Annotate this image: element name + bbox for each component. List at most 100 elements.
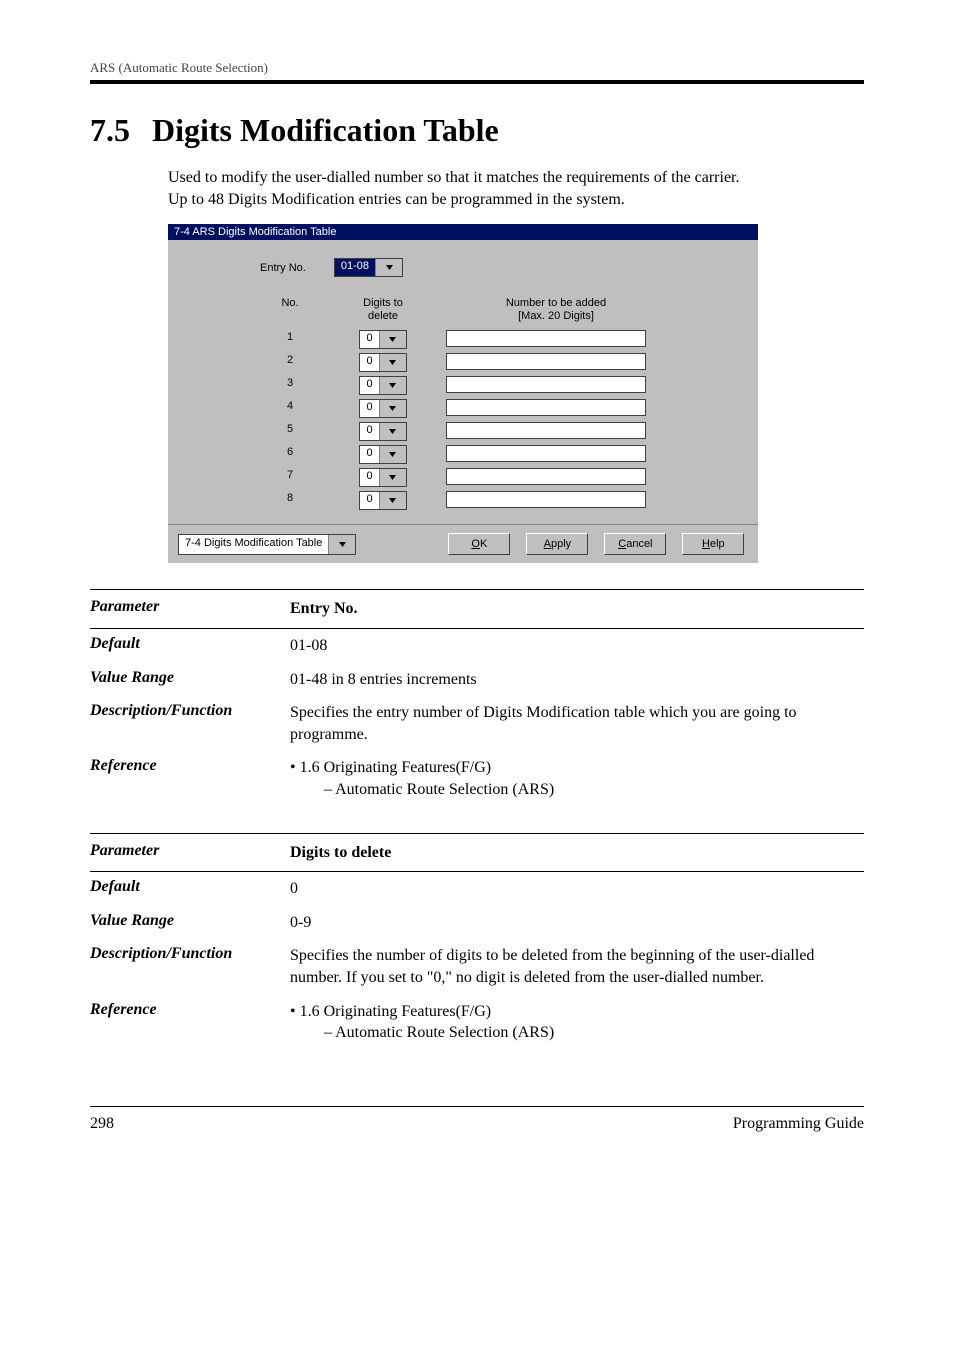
row-number: 4	[260, 397, 320, 420]
dialog-window: 7-4 ARS Digits Modification Table Entry …	[168, 224, 758, 563]
range-label: Value Range	[90, 912, 290, 930]
digits-value: 0	[360, 469, 378, 486]
digits-dropdown[interactable]: 0	[359, 445, 406, 464]
range-label: Value Range	[90, 669, 290, 687]
digits-value: 0	[360, 492, 378, 509]
entry-no-label: Entry No.	[260, 262, 306, 274]
digits-value: 0	[360, 354, 378, 371]
table-row: 10	[260, 328, 742, 351]
running-header: ARS (Automatic Route Selection)	[90, 60, 864, 84]
parameter-table-1: Parameter Entry No. Default 01-08 Value …	[90, 589, 864, 806]
chevron-down-icon	[379, 331, 406, 348]
number-input[interactable]	[446, 330, 646, 347]
page-number: 298	[90, 1115, 114, 1133]
entry-no-value: 01-08	[335, 259, 375, 276]
digits-dropdown[interactable]: 0	[359, 491, 406, 510]
ref-sub: – Automatic Route Selection (ARS)	[290, 1022, 864, 1044]
desc-value: Specifies the number of digits to be del…	[290, 945, 864, 988]
table-row: 60	[260, 443, 742, 466]
section-number: 7.5	[90, 112, 130, 148]
chevron-down-icon	[375, 259, 402, 276]
digits-dropdown[interactable]: 0	[359, 422, 406, 441]
chevron-down-icon	[379, 492, 406, 509]
row-number: 5	[260, 420, 320, 443]
col-header-number: Number to be added [Max. 20 Digits]	[446, 297, 666, 328]
col-header-digits: Digits to delete	[338, 297, 428, 328]
cancel-button[interactable]: Cancel	[604, 533, 666, 555]
digits-value: 0	[360, 423, 378, 440]
ref-label: Reference	[90, 757, 290, 775]
chevron-down-icon	[379, 354, 406, 371]
desc-label: Description/Function	[90, 702, 290, 720]
param-label: Parameter	[90, 842, 290, 860]
apply-button[interactable]: Apply	[526, 533, 588, 555]
param-name: Digits to delete	[290, 842, 864, 864]
section-title-text: Digits Modification Table	[152, 112, 499, 148]
row-number: 6	[260, 443, 320, 466]
section-heading: 7.5 Digits Modification Table	[90, 112, 864, 149]
table-row: 80	[260, 489, 742, 512]
digits-value: 0	[360, 331, 378, 348]
number-input[interactable]	[446, 353, 646, 370]
number-input[interactable]	[446, 422, 646, 439]
ref-sub: – Automatic Route Selection (ARS)	[290, 779, 864, 801]
desc-label: Description/Function	[90, 945, 290, 963]
parameter-table-2: Parameter Digits to delete Default 0 Val…	[90, 833, 864, 1050]
dialog-titlebar: 7-4 ARS Digits Modification Table	[168, 224, 758, 240]
default-value: 0	[290, 878, 864, 900]
row-number: 1	[260, 328, 320, 351]
chevron-down-icon	[379, 400, 406, 417]
chevron-down-icon	[379, 469, 406, 486]
ref-value: • 1.6 Originating Features(F/G) – Automa…	[290, 757, 864, 800]
ok-button[interactable]: OK	[448, 533, 510, 555]
chevron-down-icon	[379, 377, 406, 394]
table-row: 70	[260, 466, 742, 489]
digits-value: 0	[360, 446, 378, 463]
range-value: 0-9	[290, 912, 864, 934]
help-button[interactable]: Help	[682, 533, 744, 555]
table-row: 30	[260, 374, 742, 397]
param-name: Entry No.	[290, 598, 864, 620]
table-row: 50	[260, 420, 742, 443]
row-number: 2	[260, 351, 320, 374]
digits-value: 0	[360, 377, 378, 394]
ref-value: • 1.6 Originating Features(F/G) – Automa…	[290, 1001, 864, 1044]
page-footer: 298 Programming Guide	[90, 1106, 864, 1133]
default-label: Default	[90, 635, 290, 653]
col-header-no: No.	[260, 297, 320, 328]
row-number: 3	[260, 374, 320, 397]
number-input[interactable]	[446, 399, 646, 416]
ref-label: Reference	[90, 1001, 290, 1019]
row-number: 7	[260, 466, 320, 489]
chevron-down-icon	[379, 446, 406, 463]
intro-paragraph: Used to modify the user-dialled number s…	[168, 167, 864, 210]
digits-dropdown[interactable]: 0	[359, 468, 406, 487]
number-input[interactable]	[446, 468, 646, 485]
digits-value: 0	[360, 400, 378, 417]
digits-dropdown[interactable]: 0	[359, 330, 406, 349]
ref-bullet: • 1.6 Originating Features(F/G)	[290, 759, 491, 776]
table-row: 40	[260, 397, 742, 420]
number-input[interactable]	[446, 445, 646, 462]
entry-no-dropdown[interactable]: 01-08	[334, 258, 403, 277]
default-value: 01-08	[290, 635, 864, 657]
number-input[interactable]	[446, 376, 646, 393]
page-select-dropdown[interactable]: 7-4 Digits Modification Table	[178, 534, 356, 555]
digits-dropdown[interactable]: 0	[359, 399, 406, 418]
row-number: 8	[260, 489, 320, 512]
chevron-down-icon	[379, 423, 406, 440]
intro-line-2: Up to 48 Digits Modification entries can…	[168, 191, 625, 208]
digits-dropdown[interactable]: 0	[359, 376, 406, 395]
default-label: Default	[90, 878, 290, 896]
ref-bullet: • 1.6 Originating Features(F/G)	[290, 1003, 491, 1020]
digits-dropdown[interactable]: 0	[359, 353, 406, 372]
ok-label-rest: K	[480, 538, 487, 550]
intro-line-1: Used to modify the user-dialled number s…	[168, 169, 740, 186]
desc-value: Specifies the entry number of Digits Mod…	[290, 702, 864, 745]
number-input[interactable]	[446, 491, 646, 508]
doc-title: Programming Guide	[733, 1115, 864, 1133]
page-select-value: 7-4 Digits Modification Table	[179, 535, 328, 554]
param-label: Parameter	[90, 598, 290, 616]
chevron-down-icon	[328, 535, 355, 554]
table-row: 20	[260, 351, 742, 374]
